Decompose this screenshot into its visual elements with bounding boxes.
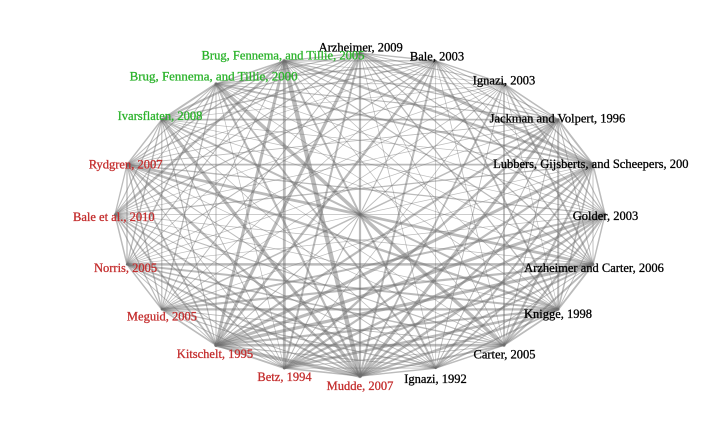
svg-text:Brug, Fennema, and Tillie, 200: Brug, Fennema, and Tillie, 2005: [202, 49, 365, 63]
svg-text:Mudde, 2007: Mudde, 2007: [327, 379, 394, 393]
svg-text:Arzheimer, 2009: Arzheimer, 2009: [319, 40, 403, 54]
svg-text:Betz, 1994: Betz, 1994: [257, 370, 312, 384]
svg-text:Ignazi, 2003: Ignazi, 2003: [473, 74, 535, 88]
svg-text:Golder, 2003: Golder, 2003: [573, 209, 638, 223]
svg-text:Kitschelt, 1995: Kitschelt, 1995: [177, 347, 253, 361]
svg-text:Ivarsflaten, 2008: Ivarsflaten, 2008: [118, 109, 203, 123]
svg-text:Rydgren, 2007: Rydgren, 2007: [89, 158, 163, 172]
svg-text:Jackman and Volpert, 1996: Jackman and Volpert, 1996: [490, 112, 626, 126]
svg-text:Meguid, 2005: Meguid, 2005: [127, 310, 197, 324]
svg-text:Knigge, 1998: Knigge, 1998: [524, 307, 592, 321]
svg-text:Norris, 2005: Norris, 2005: [94, 261, 157, 275]
svg-text:Arzheimer and Carter, 2006: Arzheimer and Carter, 2006: [524, 261, 664, 275]
svg-text:Bale, 2003: Bale, 2003: [410, 49, 464, 63]
svg-text:Ignazi, 1992: Ignazi, 1992: [404, 372, 466, 386]
svg-text:Carter, 2005: Carter, 2005: [474, 348, 536, 362]
svg-text:Lubbers, Gijsberts, and Scheep: Lubbers, Gijsberts, and Scheepers, 200: [493, 157, 688, 171]
svg-text:Bale et al., 2010: Bale et al., 2010: [73, 210, 155, 224]
svg-text:Brug, Fennema, and Tillie, 200: Brug, Fennema, and Tillie, 2000: [130, 70, 298, 84]
